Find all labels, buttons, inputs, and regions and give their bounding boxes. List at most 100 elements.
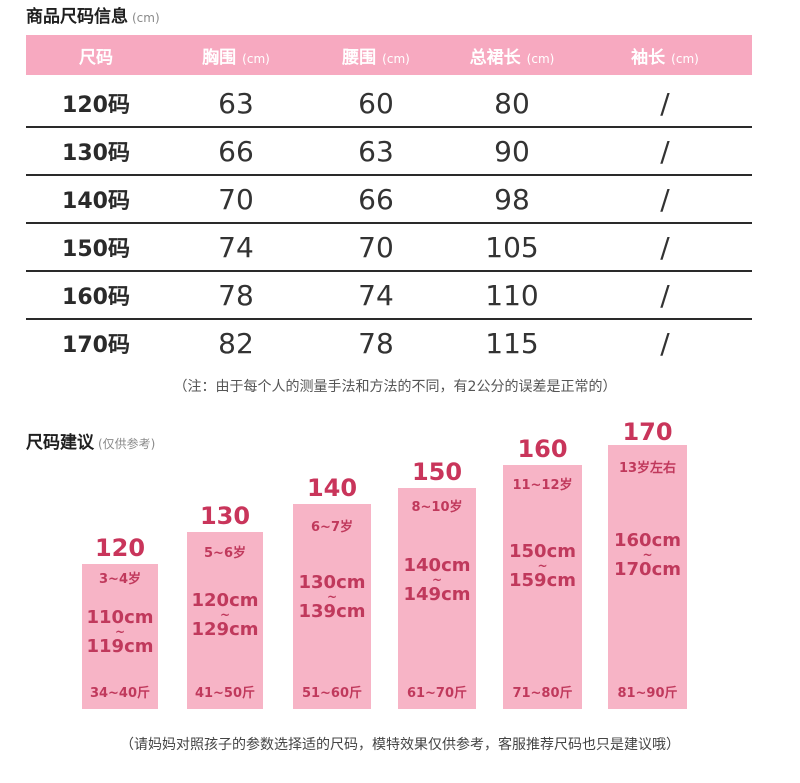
size-bar-130: 130 5~6岁 120cm ~ 129cm 41~50斤 xyxy=(187,502,263,709)
size-bar-120: 120 3~4岁 110cm ~ 119cm 34~40斤 xyxy=(82,534,158,709)
cell-waist: 66 xyxy=(358,182,394,216)
bar-size-label: 120 xyxy=(94,534,146,562)
size-suggestion-title: 尺码建议 (仅供参考) xyxy=(26,428,155,453)
bar-weight: 71~80斤 xyxy=(512,686,573,701)
size-table: 尺码 胸围 (cm) 腰围 (cm) 总裙长 (cm) 袖长 (cm) 120码 63 … xyxy=(26,35,752,366)
cell-waist: 74 xyxy=(358,278,394,312)
bar-weight: 34~40斤 xyxy=(89,686,151,701)
cell-waist: 78 xyxy=(358,326,394,360)
size-bar-160: 160 11~12岁 150cm ~ 159cm 71~80斤 xyxy=(503,435,582,709)
cell-chest: 74 xyxy=(218,230,254,264)
bar-block: 8~10岁 140cm ~ 149cm 61~70斤 xyxy=(398,488,476,709)
bar-age: 13岁左右 xyxy=(618,461,677,476)
bar-block: 5~6岁 120cm ~ 129cm 41~50斤 xyxy=(187,532,263,709)
bar-block: 11~12岁 150cm ~ 159cm 71~80斤 xyxy=(503,465,582,709)
cell-sleeve-length: / xyxy=(660,182,670,216)
size-suggestion-title-text: 尺码建议 xyxy=(26,433,94,453)
bar-height-range: 130cm ~ 139cm xyxy=(293,572,371,622)
bar-height-tilde: ~ xyxy=(642,548,653,562)
cell-skirt-length: 105 xyxy=(485,230,539,264)
cell-sleeve-length: / xyxy=(660,134,670,168)
table-row: 160码 78 74 110 / xyxy=(26,272,752,320)
bar-height-to: 119cm xyxy=(86,636,154,657)
cell-waist: 60 xyxy=(358,86,394,120)
cell-size: 130码 xyxy=(62,141,130,166)
bar-height-range: 150cm ~ 159cm xyxy=(503,541,582,591)
cell-size: 170码 xyxy=(62,333,130,358)
bar-height-tilde: ~ xyxy=(219,608,231,622)
bar-block: 13岁左右 160cm ~ 170cm 81~90斤 xyxy=(608,445,687,709)
bar-height-from: 150cm xyxy=(509,541,576,562)
cell-sleeve-length: / xyxy=(660,326,670,360)
table-header: 尺码 胸围 (cm) 腰围 (cm) 总裙长 (cm) 袖长 (cm) xyxy=(26,35,752,75)
bar-height-from: 140cm xyxy=(403,555,471,576)
bar-height-range: 110cm ~ 119cm xyxy=(82,607,158,657)
bar-block: 3~4岁 110cm ~ 119cm 34~40斤 xyxy=(82,564,158,709)
bar-height-range: 160cm ~ 170cm xyxy=(608,530,687,580)
bar-height-tilde: ~ xyxy=(326,590,338,604)
measurement-note: （注：由于每个人的测量手法和方法的不同，有2公分的误差是正常的） xyxy=(173,379,617,395)
header-skirt-length: 总裙长 (cm) xyxy=(469,47,555,68)
bar-height-tilde: ~ xyxy=(431,573,443,587)
cell-chest: 82 xyxy=(218,326,254,360)
bar-age: 11~12岁 xyxy=(512,478,573,493)
cell-skirt-length: 98 xyxy=(494,182,530,216)
cell-skirt-length: 90 xyxy=(494,134,530,168)
bar-weight: 81~90斤 xyxy=(617,686,678,701)
cell-skirt-length: 110 xyxy=(485,278,539,312)
cell-size: 120码 xyxy=(62,93,130,118)
table-row: 130码 66 63 90 / xyxy=(26,128,752,176)
bar-block: 6~7岁 130cm ~ 139cm 51~60斤 xyxy=(293,504,371,709)
bar-size-label: 160 xyxy=(517,435,568,463)
bar-weight: 41~50斤 xyxy=(194,686,256,701)
table-row: 150码 74 70 105 / xyxy=(26,224,752,272)
cell-size: 150码 xyxy=(62,237,130,262)
table-row: 170码 82 78 115 / xyxy=(26,320,752,366)
header-waist: 腰围 (cm) xyxy=(342,47,410,68)
header-chest: 胸围 (cm) xyxy=(202,47,270,68)
bar-weight: 61~70斤 xyxy=(406,686,468,701)
cell-chest: 63 xyxy=(218,86,254,120)
cell-waist: 70 xyxy=(358,230,394,264)
bar-age: 6~7岁 xyxy=(311,520,353,535)
bar-height-range: 140cm ~ 149cm xyxy=(398,555,476,605)
size-info-title: 商品尺码信息 (cm) xyxy=(26,2,160,27)
size-bar-150: 150 8~10岁 140cm ~ 149cm 61~70斤 xyxy=(398,458,476,709)
bar-height-to: 149cm xyxy=(403,584,471,605)
bar-age: 5~6岁 xyxy=(204,546,246,561)
size-info-unit: (cm) xyxy=(132,11,160,25)
cell-sleeve-length: / xyxy=(660,230,670,264)
header-sleeve-length: 袖长 (cm) xyxy=(631,47,699,68)
cell-chest: 78 xyxy=(218,278,254,312)
bar-height-to: 159cm xyxy=(509,570,576,591)
size-bar-140: 140 6~7岁 130cm ~ 139cm 51~60斤 xyxy=(293,474,371,709)
cell-sleeve-length: / xyxy=(660,278,670,312)
bar-height-range: 120cm ~ 129cm xyxy=(187,590,263,640)
bar-height-to: 139cm xyxy=(298,601,366,622)
bar-height-to: 129cm xyxy=(191,619,259,640)
bar-height-to: 170cm xyxy=(614,559,681,580)
bar-size-label: 140 xyxy=(306,474,358,502)
bar-size-label: 150 xyxy=(411,458,463,486)
table-row: 120码 63 60 80 / xyxy=(26,80,752,128)
cell-size: 160码 xyxy=(62,285,130,310)
size-info-title-text: 商品尺码信息 xyxy=(26,7,128,27)
bar-height-from: 110cm xyxy=(86,607,154,628)
cell-waist: 63 xyxy=(358,134,394,168)
bar-age: 3~4岁 xyxy=(99,572,141,587)
cell-chest: 70 xyxy=(218,182,254,216)
table-row: 140码 70 66 98 / xyxy=(26,176,752,224)
footer-note: （请妈妈对照孩子的参数选择适的尺码，模特效果仅供参考，客服推荐尺码也只是建议哦） xyxy=(120,737,680,753)
bar-weight: 51~60斤 xyxy=(301,686,363,701)
bar-height-from: 130cm xyxy=(298,572,366,593)
bar-size-label: 130 xyxy=(199,502,251,530)
cell-size: 140码 xyxy=(62,189,130,214)
bar-height-from: 160cm xyxy=(614,530,681,551)
bar-age: 8~10岁 xyxy=(411,500,463,515)
cell-skirt-length: 115 xyxy=(485,326,539,360)
cell-skirt-length: 80 xyxy=(494,86,530,120)
size-bar-170: 170 13岁左右 160cm ~ 170cm 81~90斤 xyxy=(608,418,687,709)
cell-chest: 66 xyxy=(218,134,254,168)
size-suggestion-sub: (仅供参考) xyxy=(98,437,156,451)
cell-sleeve-length: / xyxy=(660,86,670,120)
